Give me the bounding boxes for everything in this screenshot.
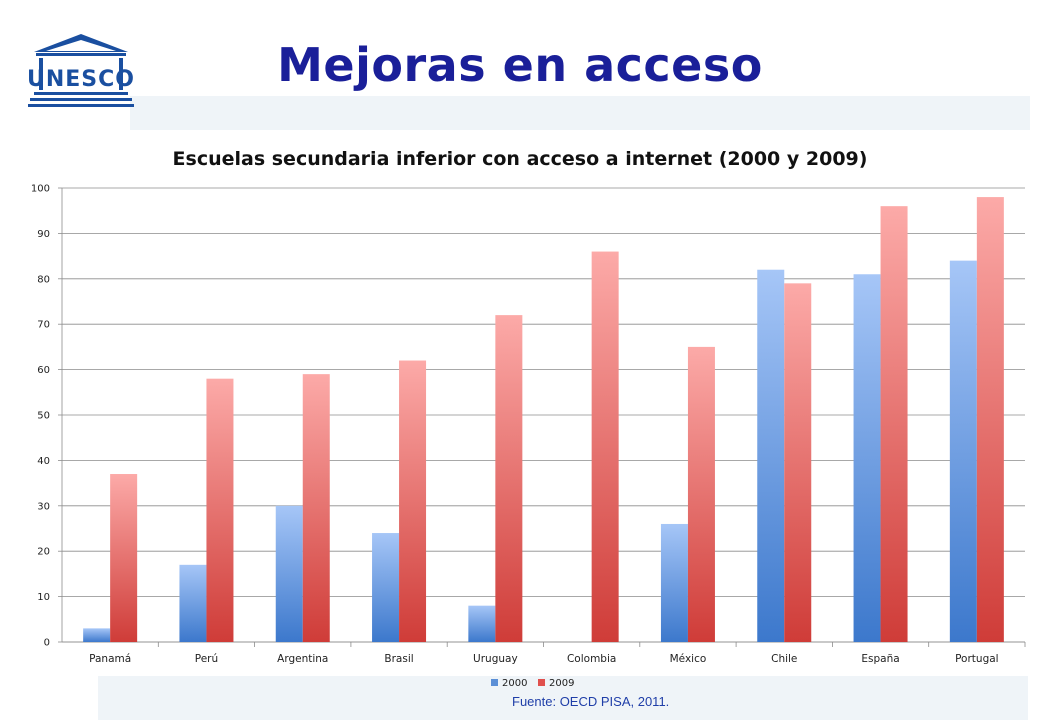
bar-2000-Uruguay	[468, 605, 496, 642]
x-tick-label: Portugal	[955, 653, 999, 665]
bar-2000-Chile	[757, 269, 785, 642]
unesco-logo: UNESCO	[26, 32, 136, 112]
x-tick-label: España	[861, 653, 899, 665]
logo-text: UNESCO	[27, 67, 135, 92]
x-tick-label: Uruguay	[473, 653, 518, 665]
x-tick-label: México	[670, 653, 707, 665]
y-tick-label: 50	[37, 411, 50, 422]
bar-2009-Perú	[206, 378, 234, 642]
page-title: Mejoras en acceso	[277, 38, 763, 92]
legend-label-2009: 2009	[549, 678, 574, 689]
x-tick-label: Perú	[195, 653, 218, 665]
y-tick-label: 30	[37, 501, 50, 512]
y-tick-label: 20	[37, 547, 50, 558]
chart-title: Escuelas secundaria inferior con acceso …	[172, 148, 868, 170]
y-tick-label: 40	[37, 456, 50, 467]
x-tick-label: Colombia	[567, 653, 616, 665]
bar-2000-España	[853, 274, 881, 642]
bar-2000-Argentina	[275, 505, 303, 642]
y-tick-label: 10	[37, 592, 50, 603]
x-tick-label: Argentina	[277, 653, 328, 665]
y-tick-label: 100	[31, 184, 50, 195]
source-note: Fuente: OECD PISA, 2011.	[512, 694, 670, 709]
y-tick-label: 90	[37, 229, 50, 240]
bar-2000-México	[660, 523, 688, 642]
x-tick-label: Chile	[771, 653, 797, 665]
legend-label-2000: 2000	[502, 678, 527, 689]
bar-2009-Portugal	[976, 197, 1004, 642]
bar-2009-Chile	[784, 283, 812, 642]
bar-2009-Brasil	[399, 360, 427, 642]
background-band-top	[130, 96, 1030, 130]
bar-2009-Panamá	[110, 474, 138, 642]
bar-2000-Perú	[179, 564, 207, 642]
bar-2009-Colombia	[591, 251, 619, 642]
legend-swatch-2009	[538, 679, 545, 686]
background-band-bottom	[98, 676, 1028, 720]
bar-2009-Uruguay	[495, 315, 523, 642]
legend-swatch-2000	[491, 679, 498, 686]
bar-2000-Portugal	[949, 260, 977, 642]
bar-2000-Brasil	[372, 533, 400, 642]
y-tick-label: 70	[37, 320, 50, 331]
bar-2009-México	[687, 346, 715, 642]
x-tick-label: Panamá	[89, 653, 131, 665]
y-tick-label: 80	[37, 274, 50, 285]
bar-2009-Argentina	[302, 374, 330, 642]
bar-2000-Panamá	[83, 628, 111, 642]
y-tick-label: 60	[37, 365, 50, 376]
x-tick-label: Brasil	[384, 653, 413, 665]
bar-2009-España	[880, 206, 908, 642]
y-tick-label: 0	[44, 638, 50, 649]
